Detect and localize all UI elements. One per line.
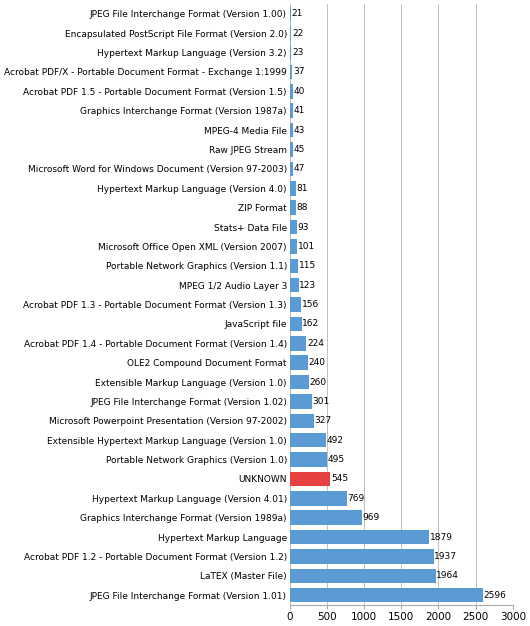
Text: 327: 327 [315, 416, 332, 425]
Bar [290, 394, 312, 409]
Text: 2596: 2596 [483, 591, 506, 600]
Text: 93: 93 [297, 222, 308, 232]
Text: 88: 88 [297, 203, 308, 212]
Bar [290, 103, 293, 118]
Bar [290, 453, 326, 467]
Bar [290, 7, 292, 21]
Text: 162: 162 [302, 319, 320, 329]
Bar [290, 45, 292, 60]
Text: 45: 45 [294, 145, 305, 154]
Bar [290, 471, 330, 486]
Text: 123: 123 [299, 280, 316, 290]
Bar [290, 510, 362, 525]
Text: 47: 47 [294, 165, 305, 173]
Bar [290, 84, 293, 99]
Bar [290, 568, 436, 583]
Bar [290, 549, 434, 563]
Text: 40: 40 [293, 87, 305, 96]
Text: 43: 43 [294, 126, 305, 135]
Text: 1937: 1937 [434, 552, 457, 561]
Text: 260: 260 [310, 377, 327, 386]
Bar [290, 181, 296, 195]
Text: 22: 22 [292, 29, 303, 38]
Text: 492: 492 [327, 436, 344, 444]
Bar [290, 336, 306, 351]
Text: 81: 81 [296, 184, 308, 193]
Text: 1879: 1879 [430, 533, 453, 541]
Text: 37: 37 [293, 68, 305, 76]
Bar [290, 123, 293, 137]
Text: 41: 41 [293, 106, 305, 115]
Bar [290, 356, 307, 370]
Bar [290, 64, 293, 80]
Bar [290, 278, 299, 292]
Bar [290, 414, 314, 428]
Bar [290, 259, 298, 273]
Text: 769: 769 [348, 494, 365, 503]
Bar [290, 142, 293, 156]
Bar [290, 239, 297, 254]
Bar [290, 200, 296, 215]
Bar [290, 26, 292, 41]
Text: 301: 301 [313, 397, 330, 406]
Text: 115: 115 [299, 261, 316, 270]
Bar [290, 433, 326, 448]
Bar [290, 530, 429, 545]
Bar [290, 588, 483, 602]
Text: 240: 240 [308, 358, 325, 367]
Text: 101: 101 [298, 242, 315, 251]
Bar [290, 220, 297, 234]
Bar [290, 297, 301, 312]
Bar [290, 375, 309, 389]
Bar [290, 491, 347, 506]
Text: 495: 495 [327, 455, 344, 464]
Text: 156: 156 [302, 300, 319, 309]
Text: 545: 545 [331, 475, 348, 483]
Text: 1964: 1964 [436, 572, 459, 580]
Bar [290, 317, 302, 331]
Bar [290, 162, 293, 176]
Text: 21: 21 [292, 9, 303, 18]
Text: 969: 969 [363, 513, 379, 522]
Text: 23: 23 [292, 48, 303, 57]
Text: 224: 224 [307, 339, 324, 348]
